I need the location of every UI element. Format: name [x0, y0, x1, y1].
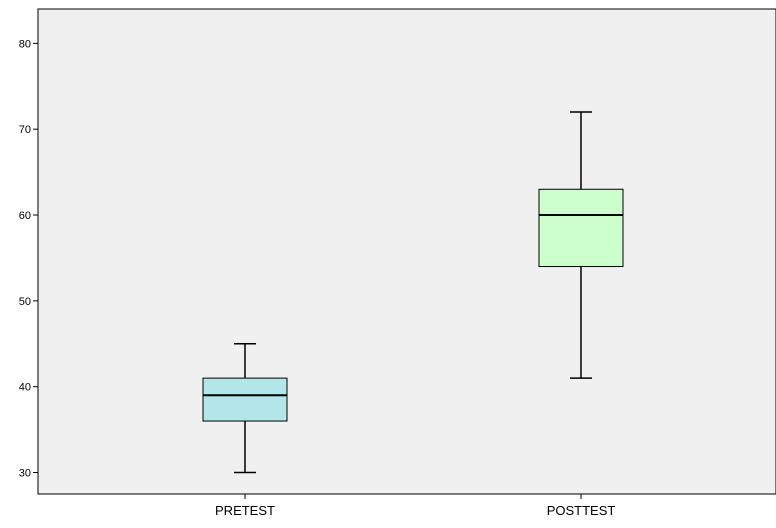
y-tick-label: 80 [19, 38, 31, 50]
y-tick-label: 40 [19, 382, 31, 394]
y-tick-label: 70 [19, 124, 31, 136]
y-tick-label: 50 [19, 296, 31, 308]
y-tick-label: 60 [19, 210, 31, 222]
x-axis: PRETEST POSTTEST [215, 494, 615, 518]
y-tick-label: 30 [19, 468, 31, 480]
iqr-box [538, 188, 624, 268]
y-axis: 30 40 50 60 70 80 [19, 38, 38, 480]
iqr-box [202, 377, 288, 422]
x-tick-label: POSTTEST [547, 503, 616, 518]
box-posttest [538, 111, 624, 379]
box-pretest [202, 343, 288, 474]
boxes-group [202, 111, 624, 474]
plot-area [37, 8, 776, 495]
x-tick-label: PRETEST [215, 503, 275, 518]
